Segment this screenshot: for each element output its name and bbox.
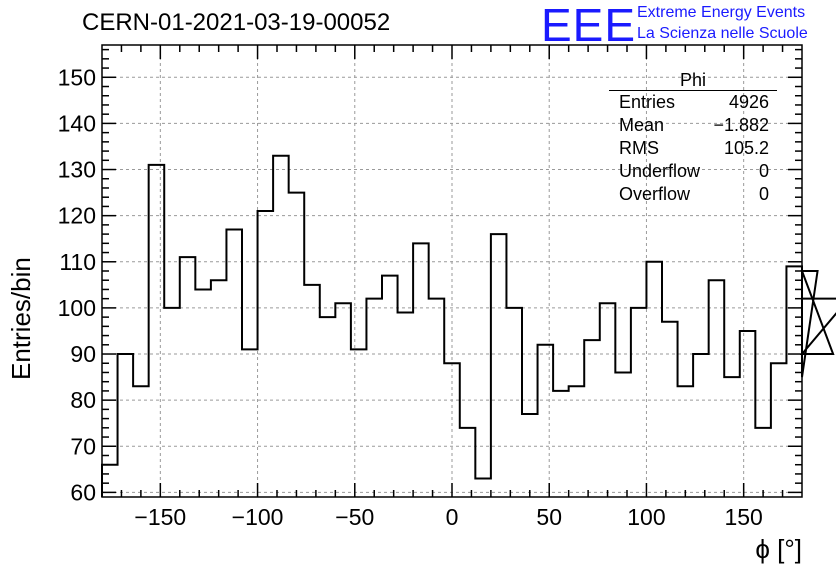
x-axis-label: ϕ [°]	[755, 534, 802, 564]
stats-label: Underflow	[619, 161, 701, 181]
x-tick-label: −100	[232, 504, 284, 530]
y-axis-label: Entries/bin	[6, 257, 36, 380]
x-tick-label: −50	[335, 504, 374, 530]
histogram-bin	[475, 479, 491, 497]
histogram-bin	[740, 331, 756, 497]
histogram-bin	[164, 308, 180, 497]
chart-title: CERN-01-2021-03-19-00052	[82, 9, 391, 36]
histogram-bin	[755, 428, 771, 497]
histogram-bin	[335, 303, 351, 497]
histogram-bin	[226, 229, 242, 497]
histogram-bin	[569, 386, 585, 497]
y-tick-label: 120	[58, 203, 96, 229]
histogram-bin	[258, 211, 274, 497]
histogram-bin	[506, 308, 522, 497]
stats-value: 0	[758, 184, 769, 204]
stats-title: Phi	[609, 70, 777, 91]
histogram-bin	[133, 386, 149, 497]
stats-value: 105.2	[723, 138, 769, 158]
stats-row-underflow: Underflow 0	[609, 160, 777, 183]
histogram-bin	[195, 289, 211, 497]
logo-line-2: La Scienza nelle Scuole	[637, 25, 808, 42]
histogram-bin	[491, 234, 507, 497]
histogram-bin	[771, 363, 787, 497]
histogram-bin	[382, 276, 398, 497]
logo-line-1: Extreme Energy Events	[637, 4, 806, 21]
y-tick-label: 60	[70, 479, 96, 505]
histogram-bin	[600, 303, 616, 497]
stats-value: 4926	[728, 92, 769, 112]
histogram-bin	[429, 299, 445, 497]
histogram-bin	[584, 340, 600, 497]
histogram-bin	[522, 414, 538, 497]
y-tick-label: 110	[59, 249, 96, 275]
y-tick-label: 150	[58, 64, 96, 90]
stats-label: Mean	[619, 115, 665, 135]
histogram-bin	[615, 372, 631, 497]
histogram-bin	[413, 243, 429, 497]
x-tick-label: 150	[724, 504, 762, 530]
histogram-bin	[211, 280, 227, 497]
histogram-bin	[678, 386, 694, 497]
x-tick-label: 50	[536, 504, 562, 530]
histogram-bin	[724, 377, 740, 497]
histogram-bin	[351, 349, 367, 497]
y-tick-label: 90	[70, 341, 96, 367]
histogram-bin	[180, 257, 196, 497]
histogram-bin	[693, 354, 709, 497]
histogram-line	[101, 154, 836, 497]
stats-value: 0	[758, 161, 769, 181]
histogram-bin	[118, 354, 134, 497]
y-tick-label: 130	[58, 157, 96, 183]
histogram-bin	[460, 428, 476, 497]
y-tick-label: 100	[58, 295, 96, 321]
stats-box: Phi Entries 4926 Mean −1.882 RMS 105.2 U…	[609, 70, 777, 206]
histogram-bin	[398, 313, 414, 497]
x-tick-label: −150	[134, 504, 186, 530]
x-tick-label: 100	[627, 504, 665, 530]
histogram-bin	[631, 308, 647, 497]
histogram-bin	[662, 322, 678, 497]
histogram-bin	[304, 285, 320, 497]
x-tick-label: 0	[446, 504, 459, 530]
histogram-bin	[709, 280, 725, 497]
histogram-bin	[444, 363, 460, 497]
stats-label: Overflow	[619, 184, 691, 204]
stats-row-entries: Entries 4926	[609, 91, 777, 114]
histogram-bin	[289, 193, 305, 497]
y-tick-label: 80	[70, 387, 96, 413]
histogram-bin	[242, 349, 258, 497]
histogram-bin	[553, 391, 569, 497]
stats-label: RMS	[619, 138, 659, 158]
histogram-bin	[149, 165, 165, 497]
y-tick-label: 140	[58, 110, 96, 136]
stats-row-mean: Mean −1.882	[609, 114, 777, 137]
histogram-bin	[538, 345, 554, 497]
histogram-bin	[273, 156, 289, 497]
eee-logo: EEE	[541, 0, 637, 51]
histogram-bin	[646, 262, 662, 497]
stats-row-overflow: Overflow 0	[609, 183, 777, 206]
y-tick-label: 70	[70, 433, 96, 459]
stats-label: Entries	[619, 92, 676, 112]
histogram-bin	[366, 299, 382, 497]
histogram-bin	[320, 317, 336, 497]
stats-row-rms: RMS 105.2	[609, 137, 777, 160]
stats-value: −1.882	[713, 115, 769, 135]
